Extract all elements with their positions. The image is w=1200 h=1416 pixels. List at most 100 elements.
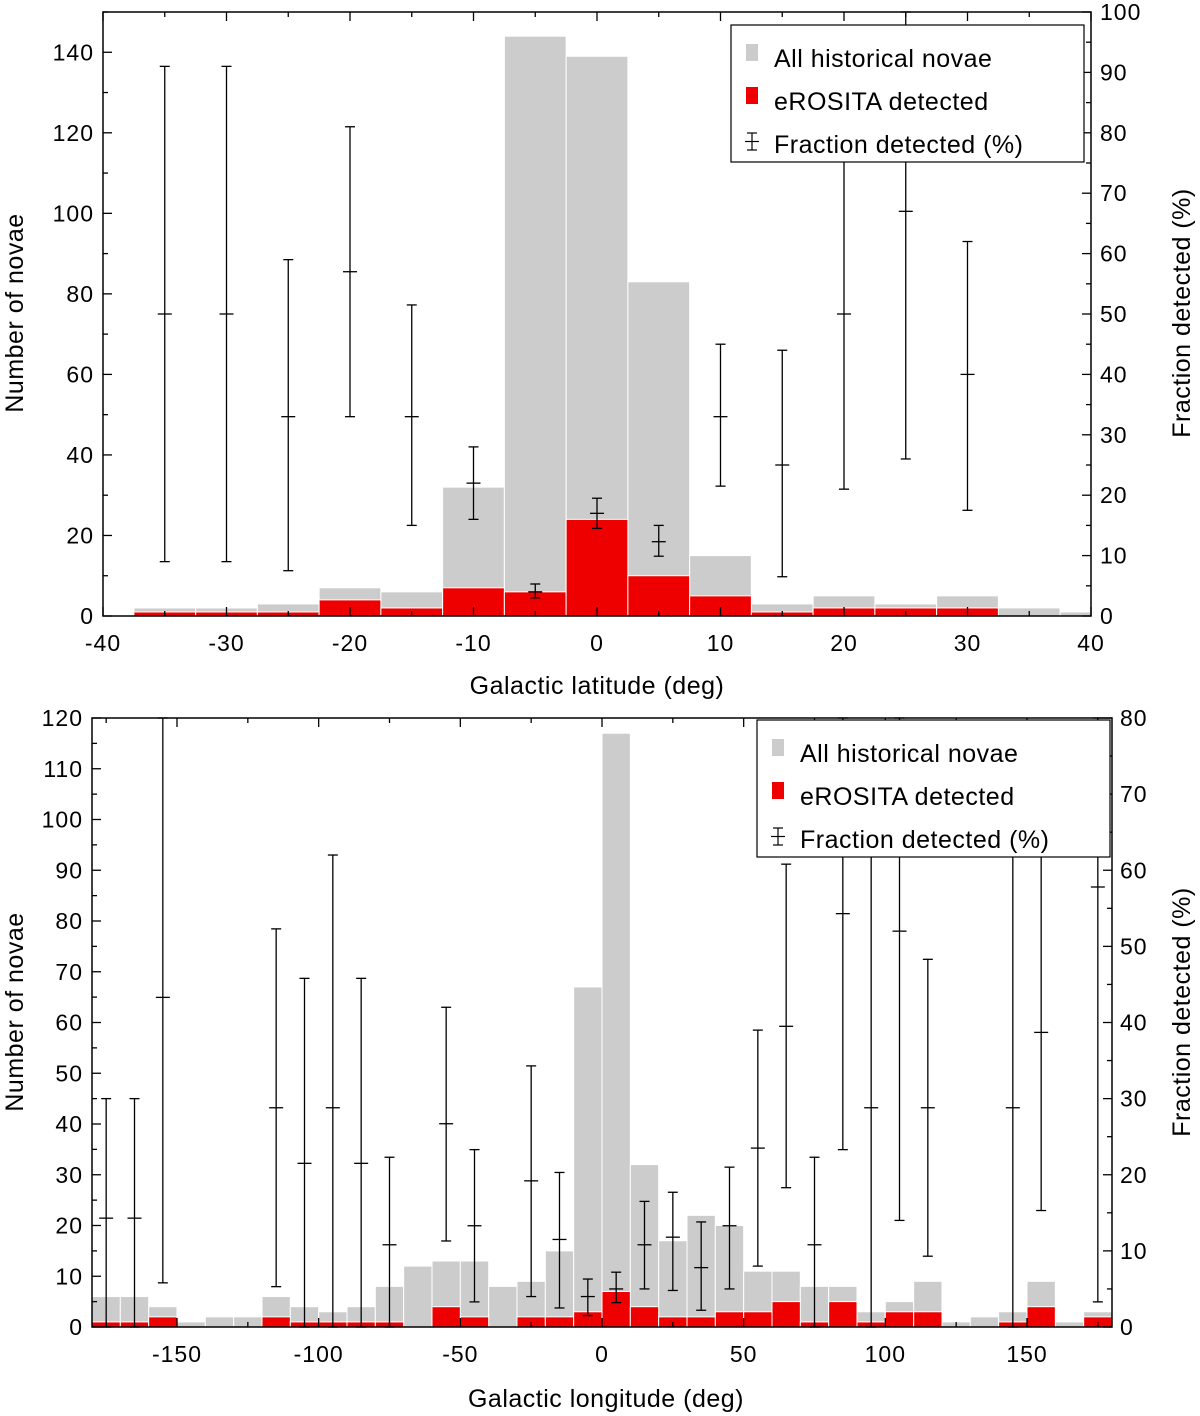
y-tick-label: 40: [55, 1111, 83, 1137]
legend-swatch-erosita: [772, 782, 784, 799]
fraction-errorbar: [713, 343, 728, 487]
y-right-tick-label: 30: [1120, 1086, 1148, 1112]
legend-label-all: All historical novae: [774, 45, 992, 73]
latitude-legend: All historical novae eROSITA detected Fr…: [730, 24, 1085, 163]
fraction-errorbar: [404, 304, 419, 527]
erosita-bar: [743, 1311, 773, 1328]
fraction-errorbar: [157, 65, 172, 563]
y-tick-label: 120: [53, 120, 94, 146]
fraction-errorbar: [466, 446, 481, 521]
erosita-bar: [913, 1311, 943, 1328]
y-tick-label: 70: [55, 959, 83, 985]
x-tick-label: -100: [294, 1341, 344, 1367]
y-tick-label: 80: [66, 281, 94, 307]
legend-swatch-erosita: [746, 87, 758, 104]
legend-label-all: All historical novae: [800, 740, 1018, 768]
legend-box: [730, 24, 1085, 163]
erosita-bar: [148, 1316, 178, 1328]
y-right-tick-label: 0: [1100, 603, 1114, 629]
fraction-errorbar: [127, 1097, 142, 1328]
fraction-errorbar: [155, 717, 170, 1284]
erosita-bar: [714, 1311, 745, 1328]
fraction-errorbar: [609, 1271, 624, 1304]
x-tick-label: 0: [595, 1341, 609, 1367]
fraction-errorbar: [750, 1029, 765, 1267]
legend-box: [756, 719, 1111, 858]
x-tick-label: 10: [707, 630, 735, 656]
fraction-errorbar: [779, 863, 794, 1189]
erosita-bar: [771, 1301, 801, 1328]
longitude-y-axis-label: Number of novae: [1, 912, 29, 1111]
latitude-fraction-errorbars: [157, 11, 975, 599]
legend-errorbar-symbol: [771, 827, 785, 846]
legend-swatch-all: [746, 44, 758, 61]
erosita-bar: [544, 1316, 575, 1328]
fraction-errorbar: [590, 497, 604, 530]
x-tick-label: 40: [1077, 630, 1105, 656]
erosita-bar: [627, 575, 691, 617]
erosita-bar: [629, 1306, 660, 1328]
y-tick-label: 0: [80, 603, 94, 629]
legend-swatch-all: [772, 739, 784, 756]
fraction-errorbar: [467, 1148, 482, 1303]
all-novae-bar: [573, 986, 603, 1328]
x-tick-label: -10: [455, 630, 491, 656]
legend-label-fraction: Fraction detected (%): [800, 826, 1050, 854]
y-right-tick-label: 80: [1120, 705, 1148, 731]
y-right-tick-label: 80: [1100, 120, 1128, 146]
latitude-chart: -40 -30 -20 -10 0 10 20 30 400204060801001201400…: [1, 0, 1196, 700]
fraction-errorbar: [694, 1221, 709, 1311]
y-tick-label: 20: [66, 522, 94, 548]
x-tick-label: -150: [152, 1341, 202, 1367]
y-right-tick-label: 70: [1100, 180, 1128, 206]
fraction-errorbar: [1005, 854, 1020, 1328]
fraction-errorbar: [637, 1200, 652, 1290]
fraction-errorbar: [775, 349, 790, 578]
longitude-bars: [91, 732, 1113, 1328]
y-right-tick-label: 60: [1120, 857, 1148, 883]
y-tick-label: 30: [55, 1162, 83, 1188]
x-tick-label: -30: [208, 630, 244, 656]
y-tick-label: 20: [55, 1213, 83, 1239]
fraction-errorbar: [665, 1191, 680, 1292]
fraction-errorbar: [1034, 854, 1049, 1212]
longitude-y-right-axis-label: Fraction detected (%): [1168, 887, 1196, 1137]
all-novae-bar: [204, 1316, 235, 1328]
y-tick-label: 80: [55, 908, 83, 934]
erosita-bar: [828, 1301, 858, 1328]
y-tick-label: 60: [66, 361, 94, 387]
y-right-tick-label: 90: [1100, 59, 1128, 85]
fraction-errorbar: [269, 928, 284, 1288]
longitude-legend: All historical novae eROSITA detected Fr…: [756, 719, 1111, 858]
y-right-tick-label: 20: [1100, 482, 1128, 508]
erosita-bar: [1026, 1306, 1056, 1328]
fraction-errorbar: [722, 1166, 737, 1290]
fraction-errorbar: [960, 240, 975, 511]
fraction-errorbar: [99, 1097, 114, 1328]
fraction-errorbar: [920, 958, 935, 1257]
y-tick-label: 40: [66, 442, 94, 468]
latitude-y-right-axis-label: Fraction detected (%): [1168, 188, 1196, 438]
y-tick-label: 10: [55, 1263, 83, 1289]
fraction-errorbar: [281, 258, 296, 572]
all-novae-bar: [503, 35, 567, 617]
y-right-tick-label: 40: [1100, 361, 1128, 387]
y-tick-label: 120: [42, 705, 83, 731]
fraction-errorbar: [552, 1171, 567, 1309]
y-right-tick-label: 30: [1100, 422, 1128, 448]
legend-errorbar-symbol: [745, 132, 759, 151]
fraction-errorbar: [528, 583, 543, 599]
latitude-y-axis-label: Number of novae: [1, 213, 29, 412]
longitude-axis-ticks: -150 -100 -50 0 50 100 15001020304050607080901…: [42, 705, 1148, 1367]
longitude-chart: -150 -100 -50 0 50 100 15001020304050607080901…: [1, 705, 1196, 1413]
erosita-bar: [431, 1306, 461, 1328]
fraction-errorbar: [354, 977, 369, 1328]
x-tick-label: 50: [730, 1341, 758, 1367]
y-right-tick-label: 60: [1100, 241, 1128, 267]
fraction-errorbar: [524, 1065, 539, 1298]
erosita-bar: [686, 1316, 716, 1328]
legend-label-erosita: eROSITA detected: [800, 783, 1015, 811]
y-tick-label: 90: [55, 857, 83, 883]
y-right-tick-label: 20: [1120, 1162, 1148, 1188]
x-tick-label: 0: [590, 630, 604, 656]
